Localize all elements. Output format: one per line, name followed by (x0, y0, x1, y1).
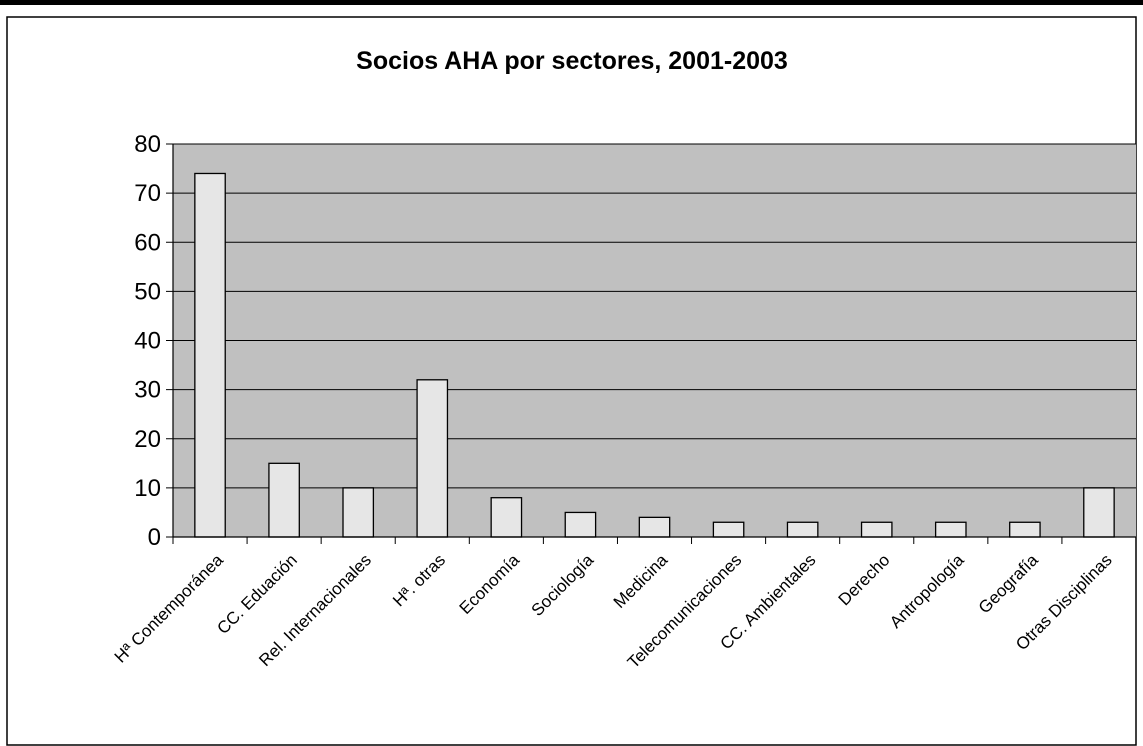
bar-6 (638, 516, 671, 538)
bar-1 (268, 462, 300, 538)
y-tick-label-80: 80 (134, 131, 161, 158)
bar-4 (490, 497, 523, 538)
bar-7 (712, 521, 745, 538)
chart-title: Socios AHA por sectores, 2001-2003 (356, 47, 788, 75)
top-rule (0, 0, 1143, 5)
bar-9 (860, 521, 893, 538)
y-tick-label-40: 40 (134, 328, 161, 355)
bar-3 (416, 379, 449, 538)
bar-2 (342, 487, 375, 538)
y-tick-label-20: 20 (134, 426, 161, 453)
y-tick-label-0: 0 (148, 524, 161, 551)
y-tick-label-50: 50 (134, 278, 161, 305)
bar-12 (1083, 487, 1115, 538)
bar-11 (1009, 521, 1041, 538)
y-tick-label-10: 10 (134, 475, 161, 502)
bars (194, 172, 1115, 538)
y-axis: 0 10 20 30 40 50 60 70 80 (134, 131, 174, 551)
bar-5 (564, 511, 597, 538)
y-tick-label-70: 70 (134, 180, 161, 207)
bar-0 (194, 172, 226, 538)
bar-8 (786, 521, 819, 538)
gridlines (173, 143, 1136, 489)
y-tick-label-60: 60 (134, 229, 161, 256)
bar-10 (934, 521, 967, 538)
y-tick-label-30: 30 (134, 377, 161, 404)
